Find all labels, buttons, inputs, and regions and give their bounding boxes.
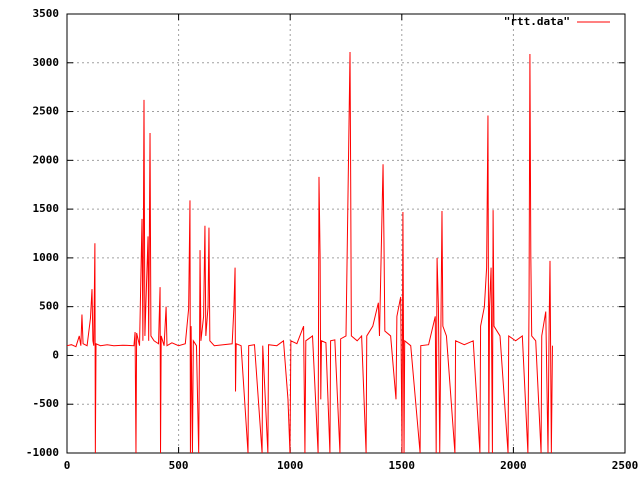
y-tick-label: 1000 bbox=[33, 251, 60, 264]
data-line bbox=[66, 52, 553, 454]
x-tick-label: 1000 bbox=[277, 459, 304, 472]
x-tick-label: 2500 bbox=[612, 459, 639, 472]
plot-frame bbox=[66, 13, 626, 454]
y-tick-label: -1000 bbox=[26, 446, 59, 459]
x-tick-label: 500 bbox=[169, 459, 189, 472]
y-tick-label: 2000 bbox=[33, 153, 60, 166]
y-tick-label: 1500 bbox=[33, 202, 60, 215]
y-tick-label: 3500 bbox=[33, 7, 60, 20]
x-tick-label: 1500 bbox=[389, 459, 416, 472]
y-tick-label: 3000 bbox=[33, 56, 60, 69]
legend-label: "rtt.data" bbox=[504, 15, 570, 28]
y-tick-label: -500 bbox=[33, 397, 60, 410]
y-tick-label: 2500 bbox=[33, 105, 60, 118]
x-tick-label: 2000 bbox=[500, 459, 527, 472]
y-tick-label: 500 bbox=[39, 300, 59, 313]
y-tick-label: 0 bbox=[52, 348, 59, 361]
x-tick-label: 0 bbox=[64, 459, 71, 472]
